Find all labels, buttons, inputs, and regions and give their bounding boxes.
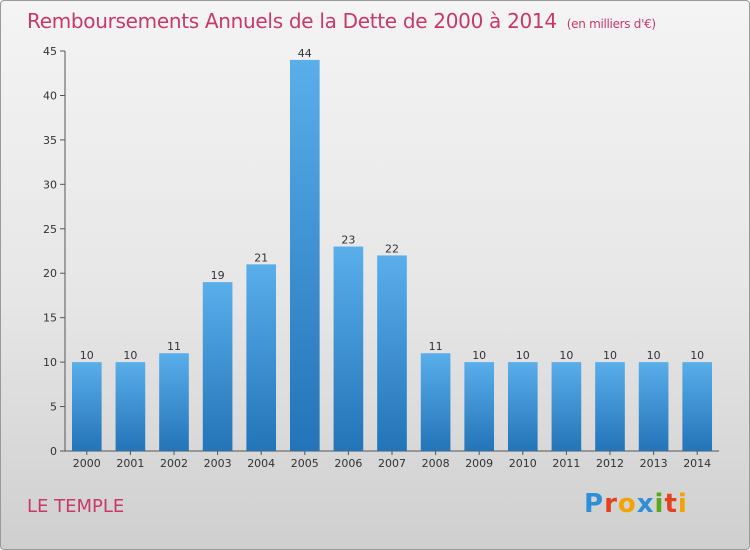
data-label-2011: 10 <box>559 349 573 362</box>
bar-2008 <box>420 353 451 451</box>
data-label-2010: 10 <box>516 349 530 362</box>
bar-2006 <box>333 246 364 451</box>
chart-subtitle: (en milliers d'€) <box>566 17 656 31</box>
y-tick-label: 45 <box>43 45 57 58</box>
bar-2007 <box>377 255 407 451</box>
x-axis: 2000 2001 2002 2003 2004 2005 2006 2007 2008 2009… <box>65 450 719 470</box>
bars <box>71 59 713 452</box>
data-labels: 10 10 11 19 21 44 23 22 11 10 10 10 10 10 10 <box>80 47 704 362</box>
y-tick-label: 5 <box>50 401 57 414</box>
x-tick-label: 2009 <box>465 457 493 470</box>
y-tick-label: 35 <box>43 134 57 147</box>
y-tick-label: 15 <box>43 312 57 325</box>
y-tick-label: 10 <box>43 356 57 369</box>
proxiti-logo[interactable]: Proxiti <box>584 489 688 519</box>
chart-title: Remboursements Annuels de la Dette de 20… <box>27 9 656 33</box>
data-label-2002: 11 <box>167 340 181 353</box>
commune-name: LE TEMPLE <box>27 496 125 517</box>
bar-2000 <box>71 362 102 451</box>
bar-2011 <box>551 362 582 451</box>
bar-2010 <box>507 362 538 451</box>
y-tick-label: 30 <box>43 178 57 191</box>
x-tick-label: 2011 <box>552 457 580 470</box>
data-label-2004: 21 <box>254 251 268 264</box>
bar-2009 <box>464 362 495 451</box>
y-tick-label: 0 <box>50 445 57 458</box>
x-tick-label: 2012 <box>596 457 624 470</box>
x-tick-label: 2006 <box>334 457 362 470</box>
x-tick-label: 2014 <box>683 457 711 470</box>
bar-2002 <box>159 353 189 451</box>
x-tick-label: 2008 <box>422 457 450 470</box>
x-tick-label: 2005 <box>291 457 319 470</box>
data-label-2013: 10 <box>647 349 661 362</box>
x-tick-label: 2002 <box>160 457 188 470</box>
bar-2001 <box>115 362 146 451</box>
data-label-2009: 10 <box>472 349 486 362</box>
x-tick-label: 2003 <box>204 457 232 470</box>
data-label-2005: 44 <box>298 47 312 60</box>
bar-2012 <box>595 362 625 451</box>
x-tick-label: 2004 <box>247 457 275 470</box>
x-tick-label: 2010 <box>509 457 537 470</box>
chart-title-text: Remboursements Annuels de la Dette de 20… <box>27 9 557 33</box>
bar-2014 <box>682 362 713 451</box>
x-tick-label: 2001 <box>116 457 144 470</box>
data-label-2001: 10 <box>123 349 137 362</box>
bar-2004 <box>246 264 277 451</box>
data-label-2003: 19 <box>211 269 225 282</box>
y-tick-label: 20 <box>43 267 57 280</box>
x-tick-label: 2007 <box>378 457 406 470</box>
data-label-2012: 10 <box>603 349 617 362</box>
bar-2005 <box>289 59 320 452</box>
bar-2013 <box>638 362 669 451</box>
x-tick-label: 2013 <box>640 457 668 470</box>
bar-2003 <box>202 282 233 451</box>
data-label-2006: 23 <box>341 234 355 247</box>
y-tick-label: 40 <box>43 89 57 102</box>
data-label-2008: 11 <box>429 340 443 353</box>
data-label-2000: 10 <box>80 349 94 362</box>
data-label-2014: 10 <box>690 349 704 362</box>
y-axis: 0 5 10 15 20 25 30 35 40 45 <box>43 45 66 458</box>
x-tick-label: 2000 <box>73 457 101 470</box>
y-tick-label: 25 <box>43 223 57 236</box>
data-label-2007: 22 <box>385 242 399 255</box>
